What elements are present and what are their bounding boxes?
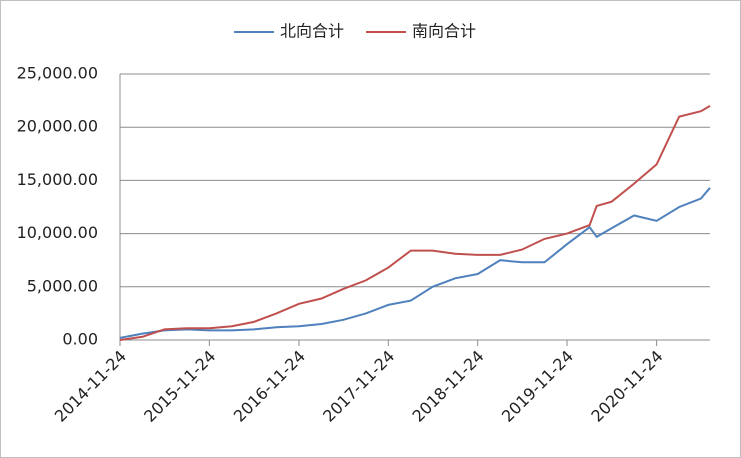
- series-line: [119, 105, 711, 341]
- y-tick-label: 10,000.00: [17, 223, 98, 242]
- legend-label: 南向合计: [412, 22, 476, 41]
- y-tick-label: 20,000.00: [17, 117, 98, 136]
- y-tick-label: 0.00: [62, 330, 98, 349]
- legend-label: 北向合计: [280, 22, 344, 41]
- y-tick-label: 15,000.00: [17, 170, 98, 189]
- series-line: [119, 187, 711, 339]
- y-tick-label: 5,000.00: [27, 276, 98, 295]
- y-tick-label: 25,000.00: [17, 64, 98, 83]
